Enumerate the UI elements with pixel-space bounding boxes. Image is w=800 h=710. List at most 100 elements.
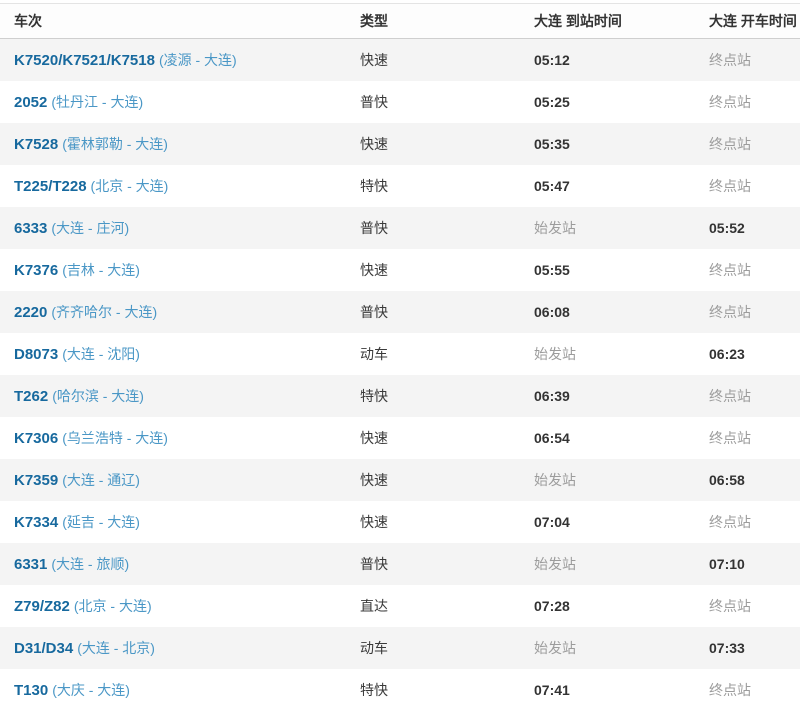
train-type-label: 特快 [360,682,388,698]
table-row: 2052 (牡丹江 - 大连) 普快 05:25 终点站 [0,81,800,123]
train-route[interactable]: (大连 - 北京) [77,640,155,656]
departure-time-cell: 07:10 [709,556,745,572]
train-type-label: 普快 [360,220,388,236]
departure-time-cell: 终点站 [709,136,751,152]
departure-time-cell: 终点站 [709,94,751,110]
column-header-departure-time: 大连 开车时间 [709,13,797,29]
train-number-link[interactable]: D31/D34 (大连 - 北京) [14,640,155,657]
departure-time-cell: 终点站 [709,304,751,320]
train-number[interactable]: T130 [14,682,49,699]
train-type-label: 快速 [360,52,388,68]
train-number[interactable]: 2220 [14,304,48,321]
departure-time-cell: 终点站 [709,178,751,194]
train-route[interactable]: (大连 - 旅顺) [51,556,130,572]
train-route[interactable]: (吉林 - 大连) [62,262,140,278]
arrival-time-cell: 始发站 [534,472,576,488]
train-type-label: 快速 [360,514,388,530]
table-row: 6331 (大连 - 旅顺) 普快 始发站 07:10 [0,543,800,585]
train-number[interactable]: D8073 [14,346,59,363]
train-type-label: 动车 [360,640,388,656]
departure-time-cell: 终点站 [709,514,751,530]
train-type-label: 普快 [360,556,388,572]
train-number[interactable]: K7520/K7521/K7518 [14,52,155,69]
train-type-label: 快速 [360,262,388,278]
arrival-time-cell: 05:35 [534,136,570,152]
train-route[interactable]: (凌源 - 大连) [158,52,237,68]
arrival-time-cell: 05:47 [534,178,570,194]
table-row: 6333 (大连 - 庄河) 普快 始发站 05:52 [0,207,800,249]
train-number-link[interactable]: K7334 (延吉 - 大连) [14,514,140,531]
train-number-link[interactable]: K7306 (乌兰浩特 - 大连) [14,430,168,447]
train-route[interactable]: (大连 - 通辽) [62,472,140,488]
departure-time-cell: 终点站 [709,52,751,68]
train-number-link[interactable]: K7359 (大连 - 通辽) [14,472,140,489]
train-number[interactable]: D31/D34 [14,640,74,657]
train-route[interactable]: (北京 - 大连) [73,598,152,614]
departure-time-cell: 终点站 [709,430,751,446]
column-header-train-number: 车次 [14,13,42,29]
train-number[interactable]: K7306 [14,430,59,447]
table-row: K7528 (霍林郭勒 - 大连) 快速 05:35 终点站 [0,123,800,165]
arrival-time-cell: 始发站 [534,640,576,656]
train-number[interactable]: 6333 [14,220,48,237]
column-header-train-type: 类型 [360,13,388,29]
table-row: Z79/Z82 (北京 - 大连) 直达 07:28 终点站 [0,585,800,627]
train-number[interactable]: K7334 [14,514,59,531]
train-route[interactable]: (齐齐哈尔 - 大连) [51,304,158,320]
train-number-link[interactable]: D8073 (大连 - 沈阳) [14,346,140,363]
departure-time-cell: 06:58 [709,472,745,488]
arrival-time-cell: 05:25 [534,94,570,110]
train-number[interactable]: K7528 [14,136,59,153]
train-number-link[interactable]: 2220 (齐齐哈尔 - 大连) [14,304,157,321]
train-route[interactable]: (大庆 - 大连) [52,682,130,698]
table-row: 2220 (齐齐哈尔 - 大连) 普快 06:08 终点站 [0,291,800,333]
train-route[interactable]: (哈尔滨 - 大连) [52,388,144,404]
arrival-time-cell: 始发站 [534,346,576,362]
departure-time-cell: 终点站 [709,388,751,404]
train-number[interactable]: 2052 [14,94,48,111]
train-route[interactable]: (大连 - 庄河) [51,220,130,236]
departure-time-cell: 终点站 [709,598,751,614]
train-type-label: 动车 [360,346,388,362]
train-number-link[interactable]: K7520/K7521/K7518 (凌源 - 大连) [14,52,237,69]
arrival-time-cell: 07:41 [534,682,570,698]
train-number-link[interactable]: Z79/Z82 (北京 - 大连) [14,598,152,615]
table-row: K7359 (大连 - 通辽) 快速 始发站 06:58 [0,459,800,501]
train-route[interactable]: (牡丹江 - 大连) [51,94,144,110]
train-number[interactable]: T225/T228 [14,178,87,195]
train-number-link[interactable]: 2052 (牡丹江 - 大连) [14,94,143,111]
train-number-link[interactable]: T262 (哈尔滨 - 大连) [14,388,144,405]
train-type-label: 直达 [360,598,388,614]
train-type-label: 快速 [360,136,388,152]
train-number[interactable]: T262 [14,388,49,405]
train-number-link[interactable]: K7376 (吉林 - 大连) [14,262,140,279]
arrival-time-cell: 06:39 [534,388,570,404]
train-number-link[interactable]: 6331 (大连 - 旅顺) [14,556,129,573]
arrival-time-cell: 06:08 [534,304,570,320]
table-row: K7306 (乌兰浩特 - 大连) 快速 06:54 终点站 [0,417,800,459]
departure-time-cell: 07:33 [709,640,745,656]
train-route[interactable]: (延吉 - 大连) [62,514,140,530]
train-route[interactable]: (北京 - 大连) [90,178,169,194]
arrival-time-cell: 06:54 [534,430,570,446]
table-row: D8073 (大连 - 沈阳) 动车 始发站 06:23 [0,333,800,375]
train-number[interactable]: K7359 [14,472,59,489]
train-route[interactable]: (霍林郭勒 - 大连) [62,136,168,152]
train-number-link[interactable]: T225/T228 (北京 - 大连) [14,178,168,195]
train-number-link[interactable]: K7528 (霍林郭勒 - 大连) [14,136,168,153]
table-row: K7520/K7521/K7518 (凌源 - 大连) 快速 05:12 终点站 [0,39,800,81]
train-route[interactable]: (乌兰浩特 - 大连) [62,430,168,446]
table-row: K7334 (延吉 - 大连) 快速 07:04 终点站 [0,501,800,543]
train-number[interactable]: Z79/Z82 [14,598,70,615]
train-number-link[interactable]: 6333 (大连 - 庄河) [14,220,129,237]
table-row: T225/T228 (北京 - 大连) 特快 05:47 终点站 [0,165,800,207]
train-type-label: 快速 [360,430,388,446]
train-type-label: 特快 [360,178,388,194]
train-route[interactable]: (大连 - 沈阳) [62,346,140,362]
train-number[interactable]: K7376 [14,262,59,279]
train-number-link[interactable]: T130 (大庆 - 大连) [14,682,130,699]
departure-time-cell: 终点站 [709,682,751,698]
train-number[interactable]: 6331 [14,556,48,573]
arrival-time-cell: 始发站 [534,556,576,572]
